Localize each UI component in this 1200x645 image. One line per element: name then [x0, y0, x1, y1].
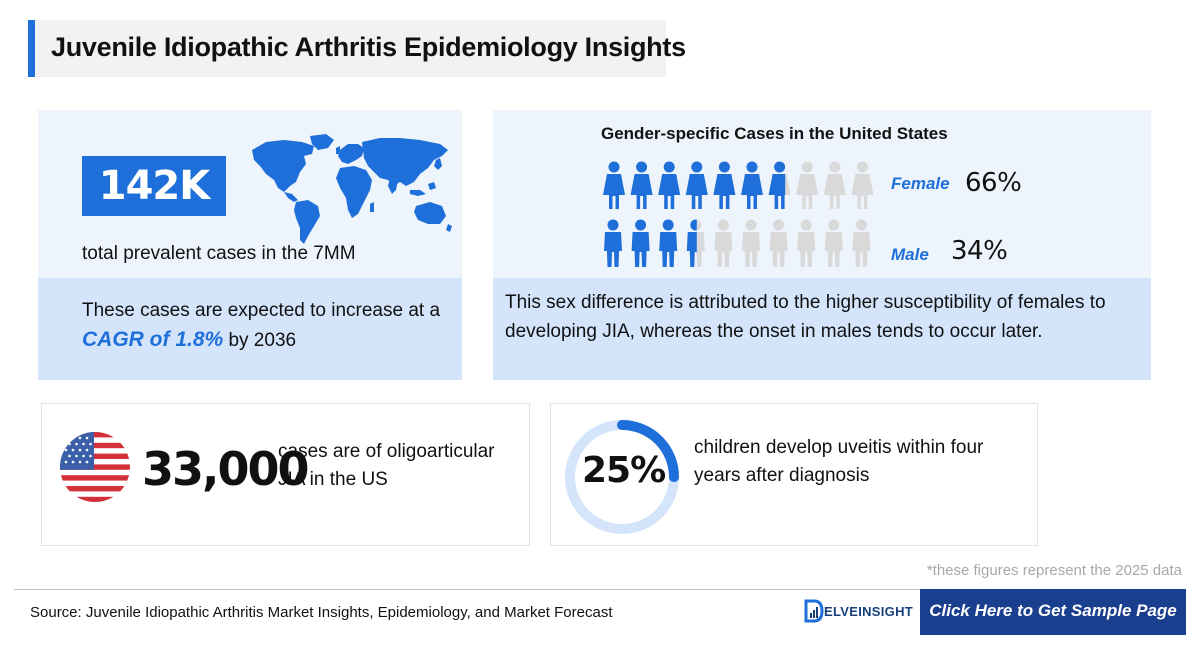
prevalence-forecast-text: These cases are expected to increase at …	[82, 296, 452, 355]
world-map-icon	[252, 134, 452, 244]
male-person-icon	[714, 219, 733, 267]
uveitis-donut-fill	[565, 420, 679, 534]
male-person-icon	[797, 219, 816, 267]
gender-card: Gender-specific Cases in the United Stat…	[493, 110, 1151, 380]
male-person-icon	[742, 219, 760, 267]
uveitis-card: 25% children develop uveitis within four…	[550, 403, 1038, 546]
male-person-icon	[824, 219, 843, 267]
male-person-icon	[659, 219, 678, 267]
source-text: Source: Juvenile Idiopathic Arthritis Ma…	[30, 604, 613, 621]
male-label: Male	[891, 245, 929, 264]
gender-title: Gender-specific Cases in the United Stat…	[601, 124, 948, 143]
female-icons	[603, 161, 874, 209]
female-icon-row	[603, 160, 875, 210]
female-person-icon	[796, 161, 819, 209]
get-sample-page-button[interactable]: Click Here to Get Sample Page	[920, 589, 1186, 635]
female-person-icon	[713, 161, 736, 209]
footnote: *these figures represent the 2025 data	[926, 562, 1182, 579]
female-person-icon	[851, 161, 874, 209]
uveitis-value: 25%	[582, 450, 666, 491]
prevalence-card: 142K	[38, 110, 462, 380]
delveinsight-logo-icon	[804, 599, 824, 623]
female-person-icon	[823, 161, 846, 209]
female-person-icon	[685, 161, 708, 209]
cagr-value: CAGR of 1.8%	[82, 328, 224, 351]
male-person-icon	[604, 219, 622, 267]
male-person-icon	[852, 219, 871, 267]
male-person-icon	[631, 219, 650, 267]
female-label: Female	[891, 174, 950, 193]
us-flag-icon	[60, 432, 130, 502]
gender-note: This sex difference is attributed to the…	[505, 292, 1106, 342]
title-banner: Juvenile Idiopathic Arthritis Epidemiolo…	[28, 20, 686, 77]
delveinsight-logo-text: ELVEINSIGHT	[824, 603, 914, 619]
prevalence-subtitle: total prevalent cases in the 7MM	[82, 243, 356, 264]
male-icon-row	[603, 218, 875, 268]
female-person-icon	[630, 161, 653, 209]
oligoarticular-card: 33,000 cases are of oligoarticular JIA i…	[41, 403, 530, 546]
female-percentage: 66%	[965, 168, 1022, 198]
footer-divider	[14, 589, 1186, 590]
female-person-icon	[658, 161, 681, 209]
oligoarticular-text: cases are of oligoarticular JIA in the U…	[278, 441, 495, 490]
gender-note-panel: This sex difference is attributed to the…	[493, 278, 1151, 380]
uveitis-text: children develop uveitis within four yea…	[694, 437, 984, 486]
prevalence-forecast-panel: These cases are expected to increase at …	[38, 278, 462, 380]
female-person-icon	[603, 161, 625, 209]
forecast-text-after: by 2036	[223, 330, 297, 351]
male-percentage: 34%	[951, 236, 1008, 266]
prevalence-value: 142K	[82, 156, 226, 216]
female-person-icon	[741, 161, 763, 209]
male-person-icon	[769, 219, 788, 267]
male-icons	[604, 219, 871, 267]
page-title: Juvenile Idiopathic Arthritis Epidemiolo…	[51, 32, 686, 62]
oligoarticular-value: 33,000	[142, 442, 310, 496]
forecast-text-before: These cases are expected to increase at …	[82, 300, 441, 321]
uveitis-donut	[565, 420, 679, 534]
delveinsight-logo: ELVEINSIGHT	[804, 599, 913, 625]
